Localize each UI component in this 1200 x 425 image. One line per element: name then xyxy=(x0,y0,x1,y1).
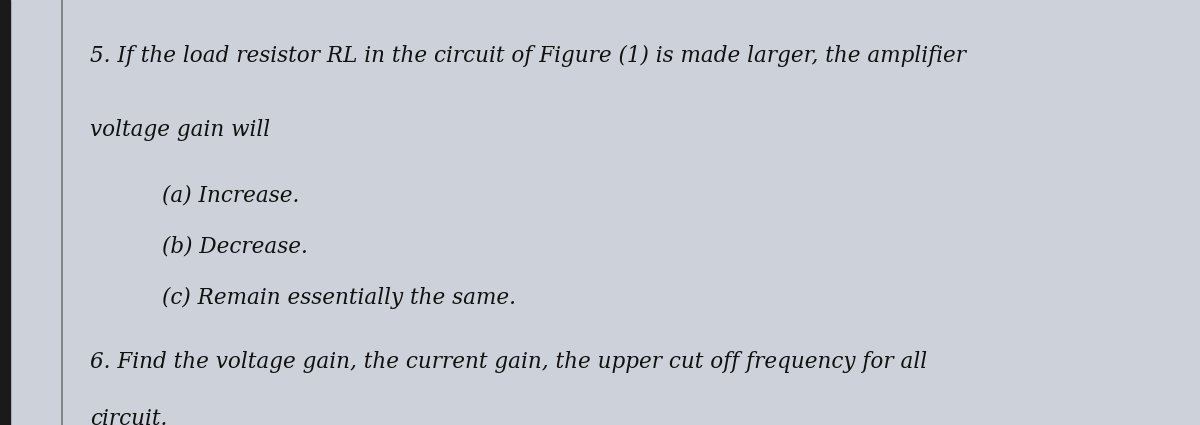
Text: 5. If the load resistor RL in the circuit of Figure (1) is made larger, the ampl: 5. If the load resistor RL in the circui… xyxy=(90,45,966,67)
Text: (a) Increase.: (a) Increase. xyxy=(162,185,299,207)
Text: 6. Find the voltage gain, the current gain, the upper cut off frequency for all: 6. Find the voltage gain, the current ga… xyxy=(90,351,928,373)
Text: (c) Remain essentially the same.: (c) Remain essentially the same. xyxy=(162,287,516,309)
Text: (b) Decrease.: (b) Decrease. xyxy=(162,236,308,258)
Text: circuit.: circuit. xyxy=(90,408,167,425)
Bar xyxy=(0,0,10,425)
Text: voltage gain will: voltage gain will xyxy=(90,119,270,141)
